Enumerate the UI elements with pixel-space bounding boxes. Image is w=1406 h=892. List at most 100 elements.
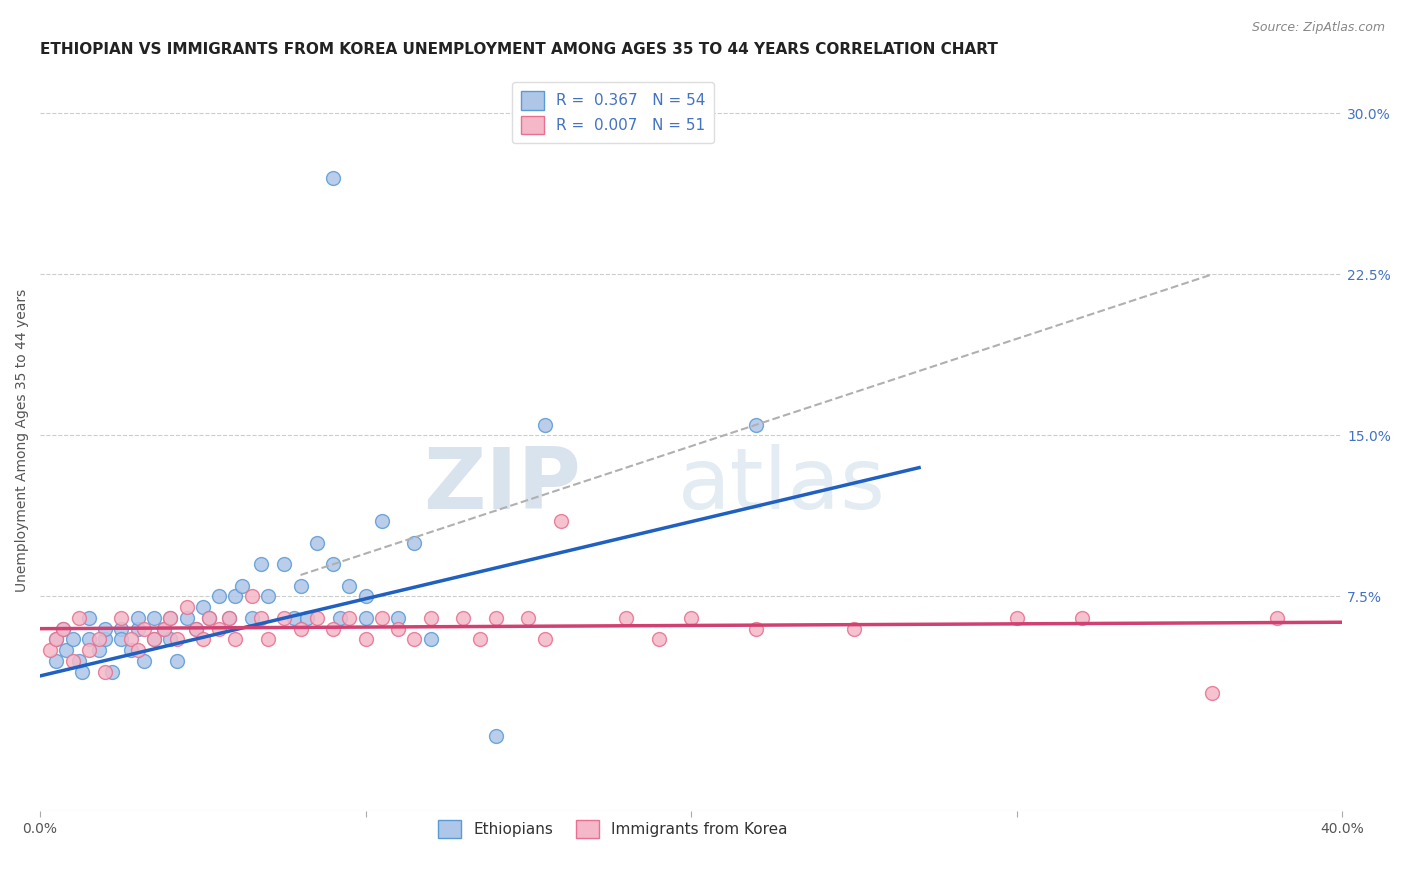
Point bbox=[533, 632, 555, 647]
Point bbox=[198, 611, 221, 625]
Point bbox=[87, 632, 110, 647]
Point bbox=[218, 611, 240, 625]
Point bbox=[337, 579, 360, 593]
Point bbox=[110, 632, 132, 647]
Point bbox=[94, 622, 117, 636]
Point bbox=[322, 622, 344, 636]
Point bbox=[517, 611, 540, 625]
Point bbox=[62, 654, 84, 668]
Point bbox=[143, 632, 166, 647]
Point bbox=[419, 611, 441, 625]
Point bbox=[143, 611, 166, 625]
Point bbox=[1005, 611, 1028, 625]
Point bbox=[87, 643, 110, 657]
Text: ETHIOPIAN VS IMMIGRANTS FROM KOREA UNEMPLOYMENT AMONG AGES 35 TO 44 YEARS CORREL: ETHIOPIAN VS IMMIGRANTS FROM KOREA UNEMP… bbox=[41, 42, 998, 57]
Point bbox=[305, 536, 328, 550]
Point bbox=[45, 654, 67, 668]
Point bbox=[371, 611, 394, 625]
Point bbox=[231, 579, 253, 593]
Point bbox=[186, 622, 208, 636]
Point bbox=[94, 665, 117, 679]
Point bbox=[77, 643, 100, 657]
Point bbox=[240, 590, 263, 604]
Point bbox=[67, 611, 90, 625]
Point bbox=[322, 558, 344, 572]
Point bbox=[153, 622, 176, 636]
Point bbox=[62, 632, 84, 647]
Point bbox=[337, 611, 360, 625]
Point bbox=[273, 558, 295, 572]
Point bbox=[842, 622, 865, 636]
Point bbox=[745, 622, 768, 636]
Point bbox=[224, 632, 246, 647]
Point bbox=[208, 590, 231, 604]
Point bbox=[273, 611, 295, 625]
Point bbox=[1201, 686, 1223, 700]
Point bbox=[218, 611, 240, 625]
Point bbox=[404, 632, 426, 647]
Point bbox=[371, 514, 394, 528]
Point bbox=[550, 514, 572, 528]
Point bbox=[533, 417, 555, 432]
Point bbox=[485, 611, 508, 625]
Point bbox=[257, 590, 280, 604]
Point bbox=[681, 611, 703, 625]
Point bbox=[354, 611, 377, 625]
Point bbox=[283, 611, 305, 625]
Point bbox=[224, 590, 246, 604]
Point bbox=[134, 654, 156, 668]
Point bbox=[647, 632, 669, 647]
Point bbox=[153, 622, 176, 636]
Point bbox=[52, 622, 75, 636]
Point bbox=[45, 632, 67, 647]
Point bbox=[94, 632, 117, 647]
Point bbox=[176, 600, 198, 615]
Point bbox=[45, 632, 67, 647]
Point bbox=[186, 622, 208, 636]
Point bbox=[191, 600, 214, 615]
Point bbox=[404, 536, 426, 550]
Point bbox=[322, 170, 344, 185]
Legend: Ethiopians, Immigrants from Korea: Ethiopians, Immigrants from Korea bbox=[432, 814, 794, 845]
Point bbox=[290, 622, 312, 636]
Text: Source: ZipAtlas.com: Source: ZipAtlas.com bbox=[1251, 21, 1385, 34]
Point bbox=[127, 611, 149, 625]
Point bbox=[305, 611, 328, 625]
Point bbox=[120, 643, 142, 657]
Point bbox=[110, 622, 132, 636]
Point bbox=[1265, 611, 1288, 625]
Point bbox=[250, 611, 273, 625]
Point bbox=[52, 622, 75, 636]
Point bbox=[127, 622, 149, 636]
Point bbox=[240, 611, 263, 625]
Text: atlas: atlas bbox=[678, 443, 886, 527]
Point bbox=[166, 632, 188, 647]
Point bbox=[257, 632, 280, 647]
Point bbox=[77, 632, 100, 647]
Point bbox=[166, 654, 188, 668]
Point bbox=[100, 665, 122, 679]
Point bbox=[468, 632, 491, 647]
Point bbox=[159, 632, 181, 647]
Point bbox=[485, 729, 508, 743]
Point bbox=[354, 632, 377, 647]
Point bbox=[295, 611, 318, 625]
Point bbox=[120, 632, 142, 647]
Point bbox=[67, 654, 90, 668]
Point bbox=[614, 611, 637, 625]
Point bbox=[159, 611, 181, 625]
Point bbox=[387, 622, 409, 636]
Point bbox=[159, 611, 181, 625]
Point bbox=[419, 632, 441, 647]
Point bbox=[77, 611, 100, 625]
Point bbox=[745, 417, 768, 432]
Point bbox=[290, 579, 312, 593]
Y-axis label: Unemployment Among Ages 35 to 44 years: Unemployment Among Ages 35 to 44 years bbox=[15, 289, 30, 592]
Point bbox=[110, 611, 132, 625]
Point bbox=[38, 643, 60, 657]
Point bbox=[250, 558, 273, 572]
Point bbox=[127, 643, 149, 657]
Point bbox=[134, 622, 156, 636]
Point bbox=[72, 665, 94, 679]
Point bbox=[453, 611, 475, 625]
